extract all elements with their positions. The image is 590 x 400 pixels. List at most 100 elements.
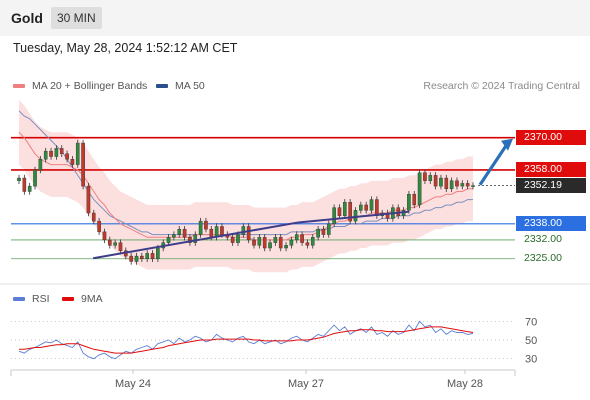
candle [246,226,251,241]
candle [150,253,155,259]
candle [364,204,368,211]
candle [156,247,160,259]
trendline-1 [298,210,410,224]
candle [348,202,352,222]
candle [198,220,203,235]
candle [65,153,69,160]
candle [353,210,358,222]
candle [433,175,438,187]
candle [129,255,133,262]
candle [172,234,176,238]
candle [343,202,347,216]
rsi-swatch [13,297,25,301]
candle [316,228,320,238]
candle [204,220,208,230]
rsi-tick-50: 50 [525,335,537,347]
candle [417,172,422,206]
x-label-0: May 24 [115,378,151,390]
level-label-5: 2325.00 [524,252,562,265]
ma50-line [18,110,473,236]
candle [97,220,101,233]
candle [412,193,417,206]
ma50-swatch [156,84,168,88]
legend-ma50: MA 50 [156,80,205,92]
candle [91,212,96,222]
candle [209,228,214,238]
candle [262,237,267,249]
rsi-ma9-line [19,326,474,354]
trendline-0 [92,221,299,260]
candle [38,159,43,171]
candle [134,255,139,262]
rsi-tick-30: 30 [525,354,537,366]
candle [359,204,363,211]
candle [193,234,198,243]
level-label-2: 2352.19 [516,178,586,194]
candle [439,177,443,187]
candle [423,172,427,181]
candle [428,175,433,181]
candle [107,239,112,246]
candle [310,237,315,246]
level-label-1: 2358.00 [516,162,586,178]
candle [268,242,272,249]
candle [449,180,454,190]
ma20-label: MA 20 + Bollinger Bands [32,80,148,92]
candle [465,183,470,187]
candle [54,148,59,157]
candle [102,231,107,241]
candle [332,207,336,224]
candle [252,239,256,246]
candle [236,234,240,243]
candle [278,237,283,249]
candle [166,237,171,243]
candle [407,193,411,211]
candle [17,177,21,181]
candle [49,150,53,157]
research-credit: Research © 2024 Trading Central [423,80,580,92]
forecast-arrow [478,144,508,186]
ma9-swatch [62,297,74,301]
candle [337,207,342,216]
candle [113,242,117,246]
candle [220,226,224,235]
candle [230,237,235,243]
candle [471,185,475,187]
candle [177,228,182,235]
symbol-title: Gold [11,10,43,26]
top-bar: Gold 30 MIN [0,0,590,36]
candle [140,255,144,259]
level-label-4: 2332.00 [524,233,562,246]
rsi-tick-70: 70 [525,316,537,328]
candle [460,183,465,187]
candle [326,223,331,235]
legend-rsi: RSI [13,293,50,305]
candle [369,199,374,211]
candle [33,169,37,187]
ma20-swatch [13,84,25,88]
level-label-0: 2370.00 [516,130,586,146]
candle [321,228,326,235]
ma9-label: 9MA [81,293,103,305]
chart-datetime: Tuesday, May 28, 2024 1:52:12 AM CET [13,41,238,55]
candle [145,253,149,259]
rsi-label: RSI [32,293,50,305]
candle [257,237,262,246]
candle [188,237,192,243]
legend-9ma: 9MA [62,293,103,305]
candle [59,148,64,155]
level-label-3: 2338.00 [516,216,586,232]
candle [300,234,304,243]
candle [27,185,32,192]
candle [273,237,278,243]
x-label-1: May 27 [288,378,324,390]
timeframe-button[interactable]: 30 MIN [51,7,102,29]
candle [289,239,294,246]
candle [294,234,299,241]
candle [43,150,48,160]
candle [241,226,246,235]
legend-ma20: MA 20 + Bollinger Bands [13,80,147,92]
candle [444,177,449,190]
candle [284,245,288,249]
